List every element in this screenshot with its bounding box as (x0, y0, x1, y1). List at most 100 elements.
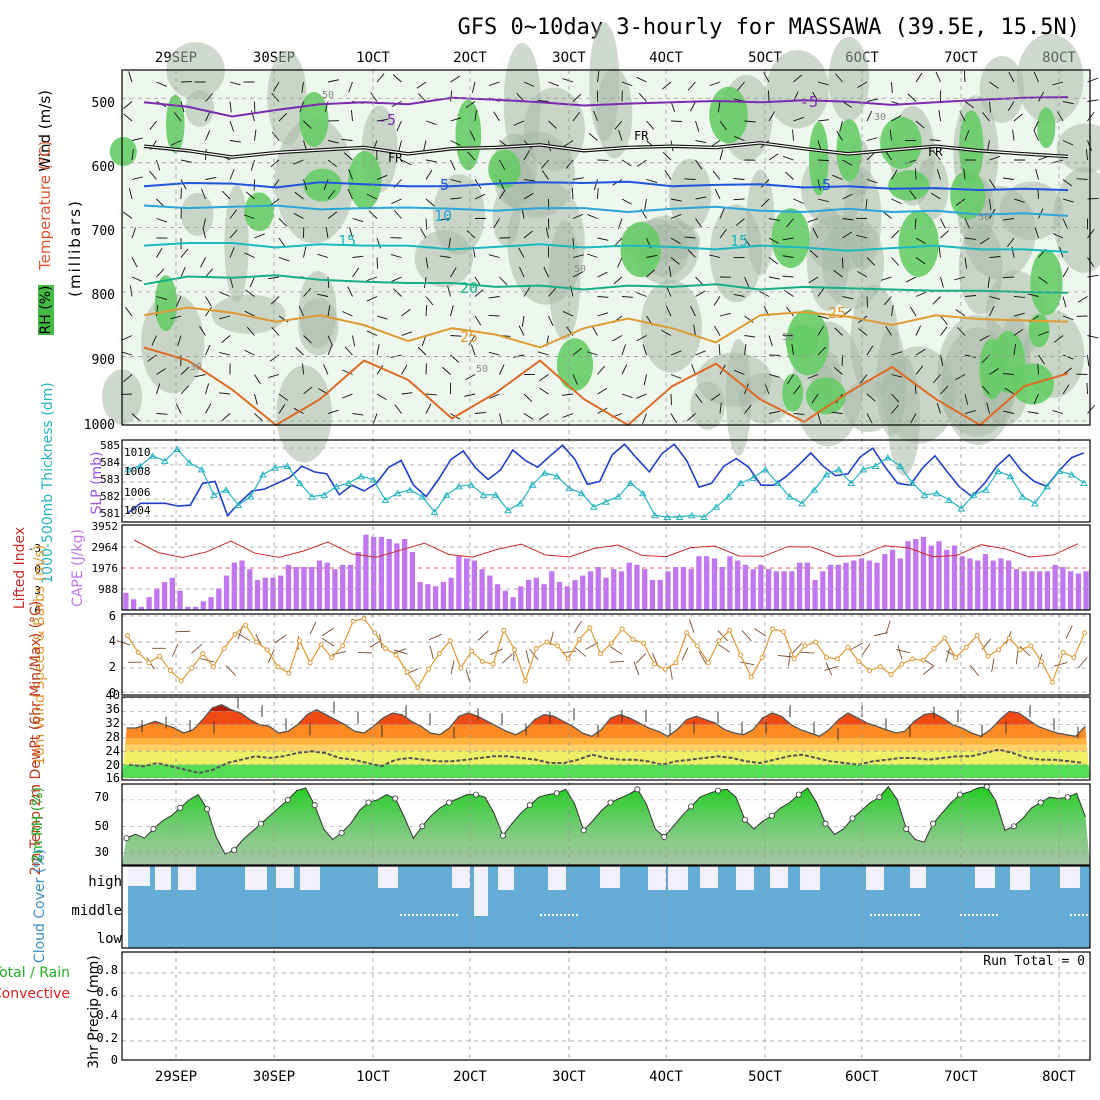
wind-barb (450, 117, 462, 122)
wind10m-marker (899, 661, 905, 667)
wind-barb (910, 413, 917, 424)
wind-barb (744, 335, 756, 338)
wind-barb (587, 213, 598, 219)
wind-barb (866, 179, 878, 184)
wind-barb (857, 81, 868, 88)
wind-barb (817, 198, 829, 203)
wind-barb (614, 237, 623, 247)
wind-barb (450, 179, 462, 183)
wind-barb (229, 140, 241, 143)
wind-barb (718, 344, 721, 356)
wind10m-marker (587, 625, 593, 631)
contour-labels: -5 -5 FR FR FR 5 5 10 15 15 20 25 25 30 … (190, 90, 990, 375)
cape-bar (262, 577, 268, 610)
wind-barb (940, 326, 948, 336)
wind-barb (488, 315, 500, 317)
cape-bars (123, 534, 1089, 610)
wind-barb (200, 257, 206, 268)
wind-barb (670, 374, 682, 379)
wind-barb (342, 393, 353, 399)
rh2m-marker (930, 820, 937, 827)
wind-barb (909, 189, 917, 200)
wind-barb (327, 335, 333, 346)
wind-barb (808, 276, 819, 284)
rh-blob-green (836, 119, 862, 182)
cloud-gap (155, 866, 171, 890)
date-label: 5OCT (748, 1069, 782, 1085)
cloud-axis-label: Cloud Cover (%) (32, 849, 48, 963)
cloud-gap (800, 866, 820, 890)
wind-barb (173, 112, 182, 122)
wind10m-marker (512, 647, 518, 653)
date-label: 7OCT (944, 50, 978, 66)
cape-bar (773, 571, 780, 610)
precip-grid (122, 972, 1090, 1042)
wind-barb (981, 385, 990, 395)
wind10m-axis: 0 2 4 6 (109, 609, 116, 700)
temperature-band (122, 711, 1090, 725)
thickness-marker (540, 469, 549, 476)
wind-barb (523, 150, 530, 161)
wind-barb (302, 363, 304, 375)
rh2m-marker (231, 847, 238, 854)
rh2m-marker (499, 832, 506, 839)
wind-barb (376, 315, 388, 320)
precip-tick: 0.8 (96, 963, 118, 977)
thickness-marker (553, 472, 561, 480)
wind-barb (695, 276, 704, 286)
wind-barb (817, 346, 826, 356)
wind-barb (1013, 312, 1025, 317)
cloud-gap (474, 866, 488, 916)
contour-label-5: 5 (440, 176, 449, 194)
wind-barb (695, 196, 707, 200)
cape-bar (626, 562, 632, 610)
cloud-middle-label: middle (71, 903, 122, 919)
wind-barb (205, 177, 217, 180)
wind-barb (646, 179, 658, 183)
thickness-marker (626, 479, 635, 486)
wind-barb (243, 214, 255, 219)
lifted-index-tick: -3 (28, 542, 41, 555)
wind-barb (597, 271, 608, 278)
wind-barb (545, 227, 549, 239)
wind-barb (372, 413, 378, 424)
wind-barb (293, 212, 304, 219)
wind-barb (229, 120, 235, 132)
contour-label-25: 25 (828, 304, 846, 322)
cloud-gap (128, 866, 150, 886)
contour-label-15: 15 (338, 232, 356, 250)
wind-barb (131, 149, 134, 161)
contour-label-freezing: FR (388, 151, 403, 165)
cape-bar (1060, 566, 1066, 610)
wind-barb (205, 296, 212, 307)
wind-barb (807, 218, 819, 223)
wind-barb (695, 140, 707, 144)
rh2m-marker (795, 791, 802, 798)
temperature-tick: 32 (106, 716, 120, 730)
rh2m-marker (849, 815, 856, 822)
wind10m-marker (146, 660, 152, 666)
wind10m-barb (698, 651, 707, 664)
rh2m-marker (365, 799, 372, 806)
contour-label-30: 30 (874, 112, 886, 123)
wind-barb (915, 348, 926, 356)
wind10m-marker (178, 678, 184, 684)
wind-barb (733, 294, 745, 297)
wind-barb (597, 312, 609, 317)
wind-barb (376, 393, 387, 400)
wind-barb (763, 72, 770, 83)
wind-barb (842, 101, 852, 108)
cape-bar (1052, 564, 1058, 610)
wind-barb (661, 329, 672, 336)
wind10m-marker (716, 638, 722, 644)
wind-barb (646, 120, 655, 130)
rh-blob-mid (596, 68, 633, 159)
cloud-high-label: high (88, 874, 122, 890)
wind-barb (955, 198, 966, 206)
wind10m-marker (479, 659, 485, 664)
wind-barb (572, 254, 584, 258)
thickness-marker (896, 462, 904, 469)
wind10m-marker (264, 647, 270, 653)
wind-barb (176, 296, 182, 307)
cape-bar (556, 582, 563, 610)
